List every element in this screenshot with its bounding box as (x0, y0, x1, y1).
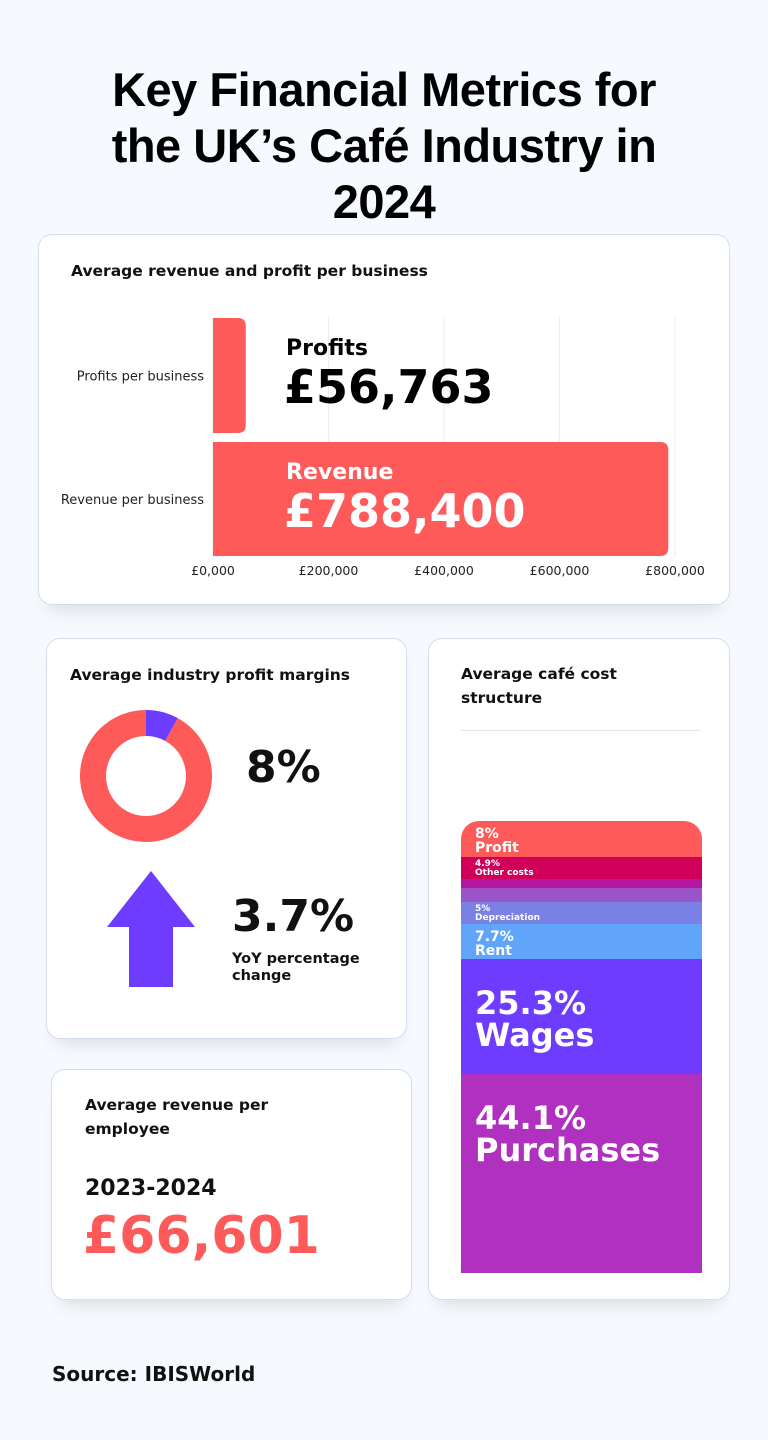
segment-pct: 44.1% (475, 1098, 587, 1137)
revenue-per-employee-card: Average revenue per employee 2023-2024 £… (51, 1069, 412, 1300)
card-title: Average revenue per employee (85, 1096, 269, 1138)
revenue-profit-chart: £0,000 £200,000 £400,000 £600,000 £800,000 Pr… (61, 317, 705, 578)
data-label-value: £788,400 (284, 484, 526, 538)
segment-other-costs: 4.9% Other costs (461, 857, 702, 880)
revenue-profit-card: Average revenue and profit per business … (38, 234, 730, 605)
segment-pct: 25.3% (475, 984, 587, 1023)
segment-label: Rent (475, 943, 512, 960)
segment-wages: 25.3% Wages (461, 959, 702, 1074)
card-title: Average revenue and profit per business (71, 262, 428, 280)
segment-pct: 7.7% (475, 929, 514, 946)
up-arrow-icon (107, 871, 195, 987)
y-category-label: Profits per business (77, 370, 204, 385)
y-category-label: Revenue per business (61, 493, 204, 508)
segment-label: Profit (475, 840, 519, 856)
profit-margin-value: 8% (246, 742, 321, 793)
x-tick-label: £200,000 (299, 563, 359, 578)
x-tick-label: £400,000 (414, 563, 474, 578)
donut-slice (146, 710, 178, 741)
segment-profit: 8% Profit (461, 821, 702, 858)
segment-pct: 4.9% (475, 859, 500, 870)
x-tick-label: £0,000 (191, 563, 235, 578)
data-label-value: £56,763 (284, 360, 494, 414)
segment-label: Wages (475, 1016, 595, 1055)
segment-depreciation: 5% Depreciation (461, 901, 702, 925)
data-label-name: Revenue (286, 460, 393, 485)
revenue-per-employee-value: £66,601 (83, 1206, 320, 1266)
bar-1 (213, 442, 669, 556)
profit-margin-card: Average industry profit margins 8% 3.7% … (46, 638, 407, 1039)
cost-structure-stack: 8% Profit 4.9% Other costs 5% Depreciation 7.7… (461, 821, 702, 1273)
donut-slice (80, 710, 213, 842)
source-note: Source: IBISWorld (52, 1362, 256, 1386)
segment-pct: 8% (475, 826, 499, 842)
segment-label: Purchases (475, 1130, 661, 1169)
page-title: Key Financial Metrics for the UK’s Café … (111, 63, 657, 228)
yoy-label: YoY percentage change (232, 951, 360, 984)
segment-label: Other costs (475, 868, 534, 879)
segment-unlabeled (461, 888, 702, 902)
card-title: Average café cost structure (461, 665, 617, 707)
x-tick-label: £600,000 (530, 563, 590, 578)
segment-purchases: 44.1% Purchases (461, 1073, 702, 1273)
yoy-value: 3.7% (232, 891, 355, 942)
data-label-name: Profits (286, 336, 368, 361)
divider (461, 730, 701, 731)
segment-pct: 5% (475, 903, 491, 914)
bar-0 (213, 318, 246, 433)
cost-structure-card: Average café cost structure 8% Profit 4.9%… (428, 638, 730, 1300)
segment-unlabeled (461, 879, 702, 889)
card-title: Average industry profit margins (70, 666, 351, 684)
segment-label: Depreciation (475, 912, 541, 923)
profit-margin-donut (80, 710, 213, 842)
segment-rent: 7.7% Rent (461, 924, 702, 960)
period-label: 2023-2024 (85, 1176, 217, 1201)
x-tick-label: £800,000 (645, 563, 705, 578)
